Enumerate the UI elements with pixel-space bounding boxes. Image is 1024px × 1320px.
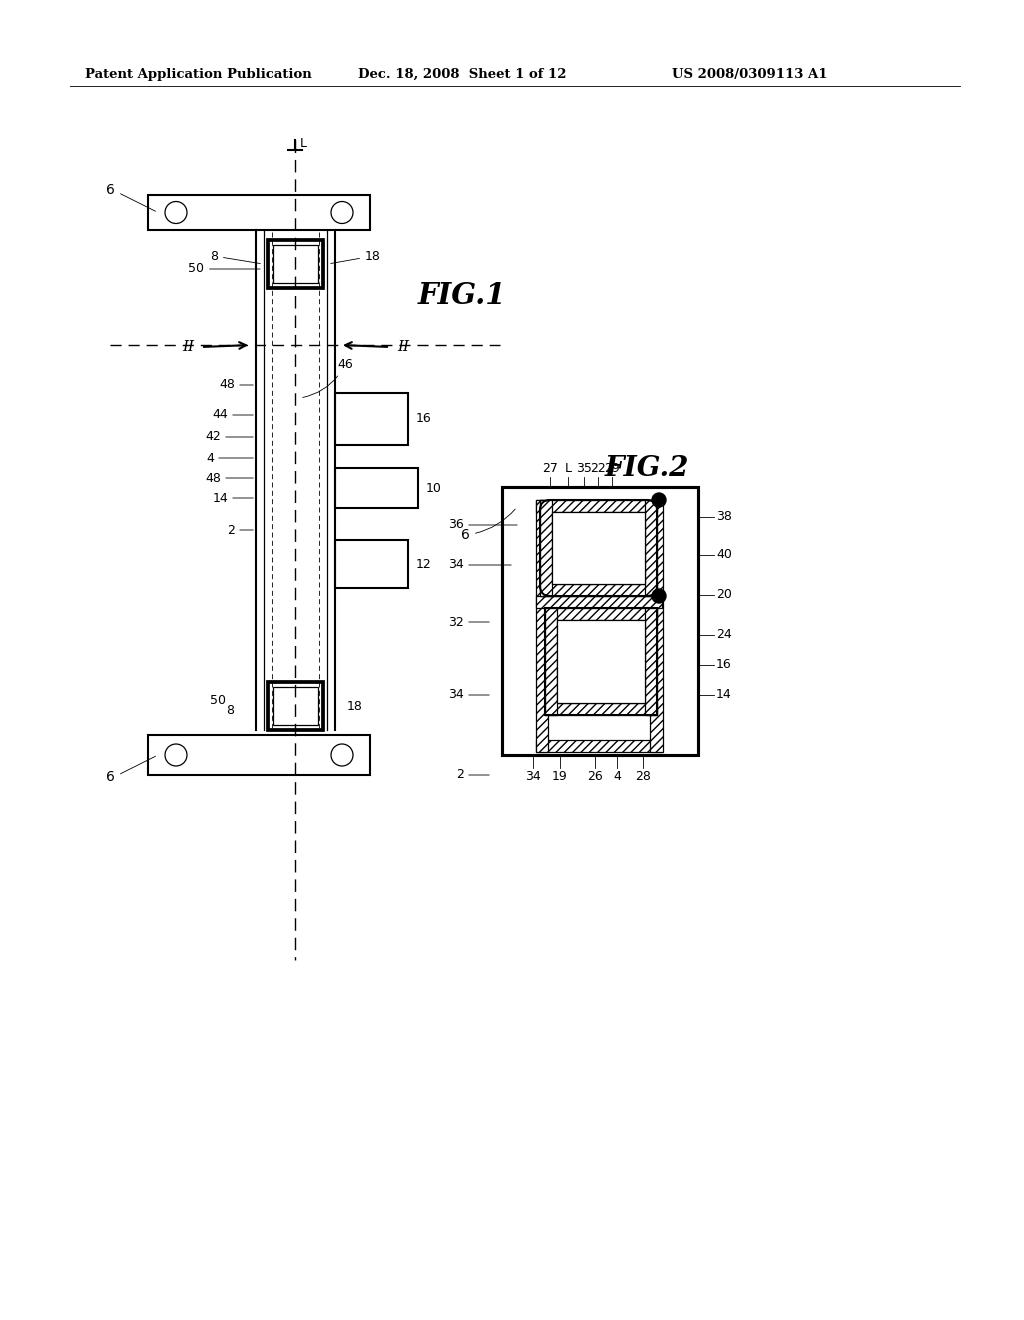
Bar — [645, 609, 657, 715]
Bar — [545, 609, 657, 715]
Bar — [545, 704, 657, 715]
Bar — [552, 512, 645, 583]
Circle shape — [652, 492, 666, 507]
Bar — [148, 735, 370, 775]
Text: 40: 40 — [716, 549, 732, 561]
Text: 14: 14 — [212, 491, 228, 504]
Bar — [557, 620, 645, 704]
Text: 29: 29 — [604, 462, 620, 475]
Text: Patent Application Publication: Patent Application Publication — [85, 69, 311, 81]
Text: 6: 6 — [461, 510, 515, 543]
Text: 12: 12 — [416, 557, 432, 570]
Bar — [540, 500, 552, 597]
Bar — [273, 686, 318, 725]
Text: 8: 8 — [210, 249, 260, 264]
Text: 19: 19 — [552, 770, 568, 783]
Bar — [545, 609, 657, 620]
Text: 14: 14 — [716, 689, 732, 701]
Text: 24: 24 — [716, 628, 732, 642]
Text: 6: 6 — [106, 770, 115, 784]
Text: 44: 44 — [212, 408, 228, 421]
Bar — [545, 609, 557, 715]
Bar — [502, 487, 698, 755]
Bar — [148, 195, 370, 230]
Bar — [268, 682, 323, 730]
Text: 48: 48 — [219, 379, 234, 392]
Text: 10: 10 — [426, 482, 442, 495]
Text: 4: 4 — [613, 770, 621, 783]
Text: 18: 18 — [347, 700, 362, 713]
Text: 50: 50 — [188, 263, 260, 276]
Bar — [540, 500, 657, 512]
Text: 20: 20 — [716, 589, 732, 602]
Text: 35: 35 — [577, 462, 592, 475]
Text: 27: 27 — [542, 462, 558, 475]
Text: 38: 38 — [716, 511, 732, 524]
Bar — [650, 500, 663, 752]
Text: L: L — [564, 462, 571, 475]
Text: 34: 34 — [449, 689, 464, 701]
Text: 46: 46 — [303, 358, 352, 397]
Text: 16: 16 — [716, 659, 732, 672]
Bar — [645, 500, 657, 597]
Text: 48: 48 — [205, 471, 221, 484]
Text: 2: 2 — [456, 768, 464, 781]
Circle shape — [165, 202, 187, 223]
Bar — [335, 393, 408, 445]
Text: 34: 34 — [525, 770, 541, 783]
Text: 50: 50 — [210, 694, 226, 708]
Text: 18: 18 — [331, 249, 381, 264]
Text: FIG.1: FIG.1 — [418, 281, 507, 309]
Text: Dec. 18, 2008  Sheet 1 of 12: Dec. 18, 2008 Sheet 1 of 12 — [358, 69, 566, 81]
Text: II: II — [182, 341, 194, 354]
Text: 36: 36 — [449, 519, 464, 532]
Bar — [536, 597, 662, 609]
Text: US 2008/0309113 A1: US 2008/0309113 A1 — [672, 69, 827, 81]
Text: 4: 4 — [206, 451, 214, 465]
Bar — [557, 620, 645, 704]
Bar — [335, 469, 418, 508]
Text: 28: 28 — [635, 770, 651, 783]
Text: 22: 22 — [590, 462, 606, 475]
Text: 16: 16 — [416, 412, 432, 425]
Bar — [536, 500, 548, 752]
Bar — [540, 583, 657, 597]
Bar — [335, 540, 408, 587]
Bar — [536, 500, 662, 512]
Circle shape — [331, 202, 353, 223]
Bar — [552, 512, 645, 583]
Bar — [273, 246, 318, 282]
Text: 6: 6 — [106, 183, 115, 198]
Circle shape — [652, 589, 666, 603]
Bar — [502, 487, 698, 755]
Bar — [268, 240, 323, 288]
Circle shape — [165, 744, 187, 766]
Text: 34: 34 — [449, 558, 464, 572]
Circle shape — [331, 744, 353, 766]
Text: 32: 32 — [449, 615, 464, 628]
Text: 42: 42 — [205, 430, 221, 444]
Text: 26: 26 — [587, 770, 603, 783]
Text: 8: 8 — [226, 705, 234, 718]
Text: II: II — [397, 341, 409, 354]
Bar — [536, 741, 662, 752]
Text: L: L — [300, 137, 307, 150]
Text: FIG.2: FIG.2 — [605, 454, 689, 482]
Text: 2: 2 — [227, 524, 234, 536]
